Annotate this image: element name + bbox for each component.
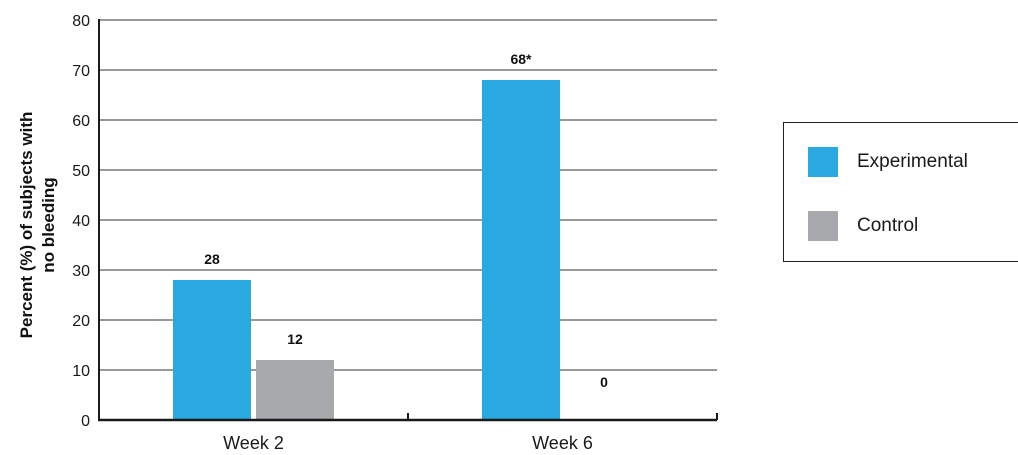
bars	[173, 80, 560, 419]
y-tick-labels: 0 10 20 30 40 50 60 70 80	[72, 13, 90, 430]
bar-control-week-2	[256, 360, 334, 419]
legend-swatch-control	[808, 211, 838, 241]
data-labels: 28 12 68* 0	[204, 51, 608, 390]
y-tick-50: 50	[72, 163, 90, 180]
legend-label-experimental: Experimental	[857, 151, 968, 172]
y-tick-60: 60	[72, 113, 90, 130]
x-category-labels: Week 2 Week 6	[223, 433, 593, 453]
y-tick-70: 70	[72, 63, 90, 80]
bar-experimental-week-2	[173, 280, 251, 419]
legend-item-control: Control	[808, 211, 918, 241]
y-tick-30: 30	[72, 263, 90, 280]
y-tick-10: 10	[72, 363, 90, 380]
data-label-experimental-week-6: 68*	[510, 51, 532, 67]
y-tick-0: 0	[81, 413, 90, 430]
x-tick-week-2: Week 2	[223, 433, 284, 453]
y-tick-80: 80	[72, 13, 90, 30]
y-axis-label: Percent (%) of subjects with no bleeding	[17, 112, 58, 339]
legend-item-experimental: Experimental	[808, 147, 968, 177]
legend: Experimental Control	[783, 122, 1018, 262]
y-tick-40: 40	[72, 213, 90, 230]
data-label-control-week-6: 0	[600, 374, 608, 390]
x-tick-week-6: Week 6	[532, 433, 593, 453]
legend-label-control: Control	[857, 215, 919, 236]
data-label-experimental-week-2: 28	[204, 251, 220, 267]
bar-experimental-week-6	[482, 80, 560, 419]
y-tick-20: 20	[72, 313, 90, 330]
legend-swatch-experimental	[808, 147, 838, 177]
axes	[98, 19, 718, 422]
data-label-control-week-2: 12	[287, 331, 303, 347]
y-axis-label-line-1: Percent (%) of subjects with	[17, 112, 36, 339]
y-axis-label-line-2: no bleeding	[39, 177, 58, 272]
